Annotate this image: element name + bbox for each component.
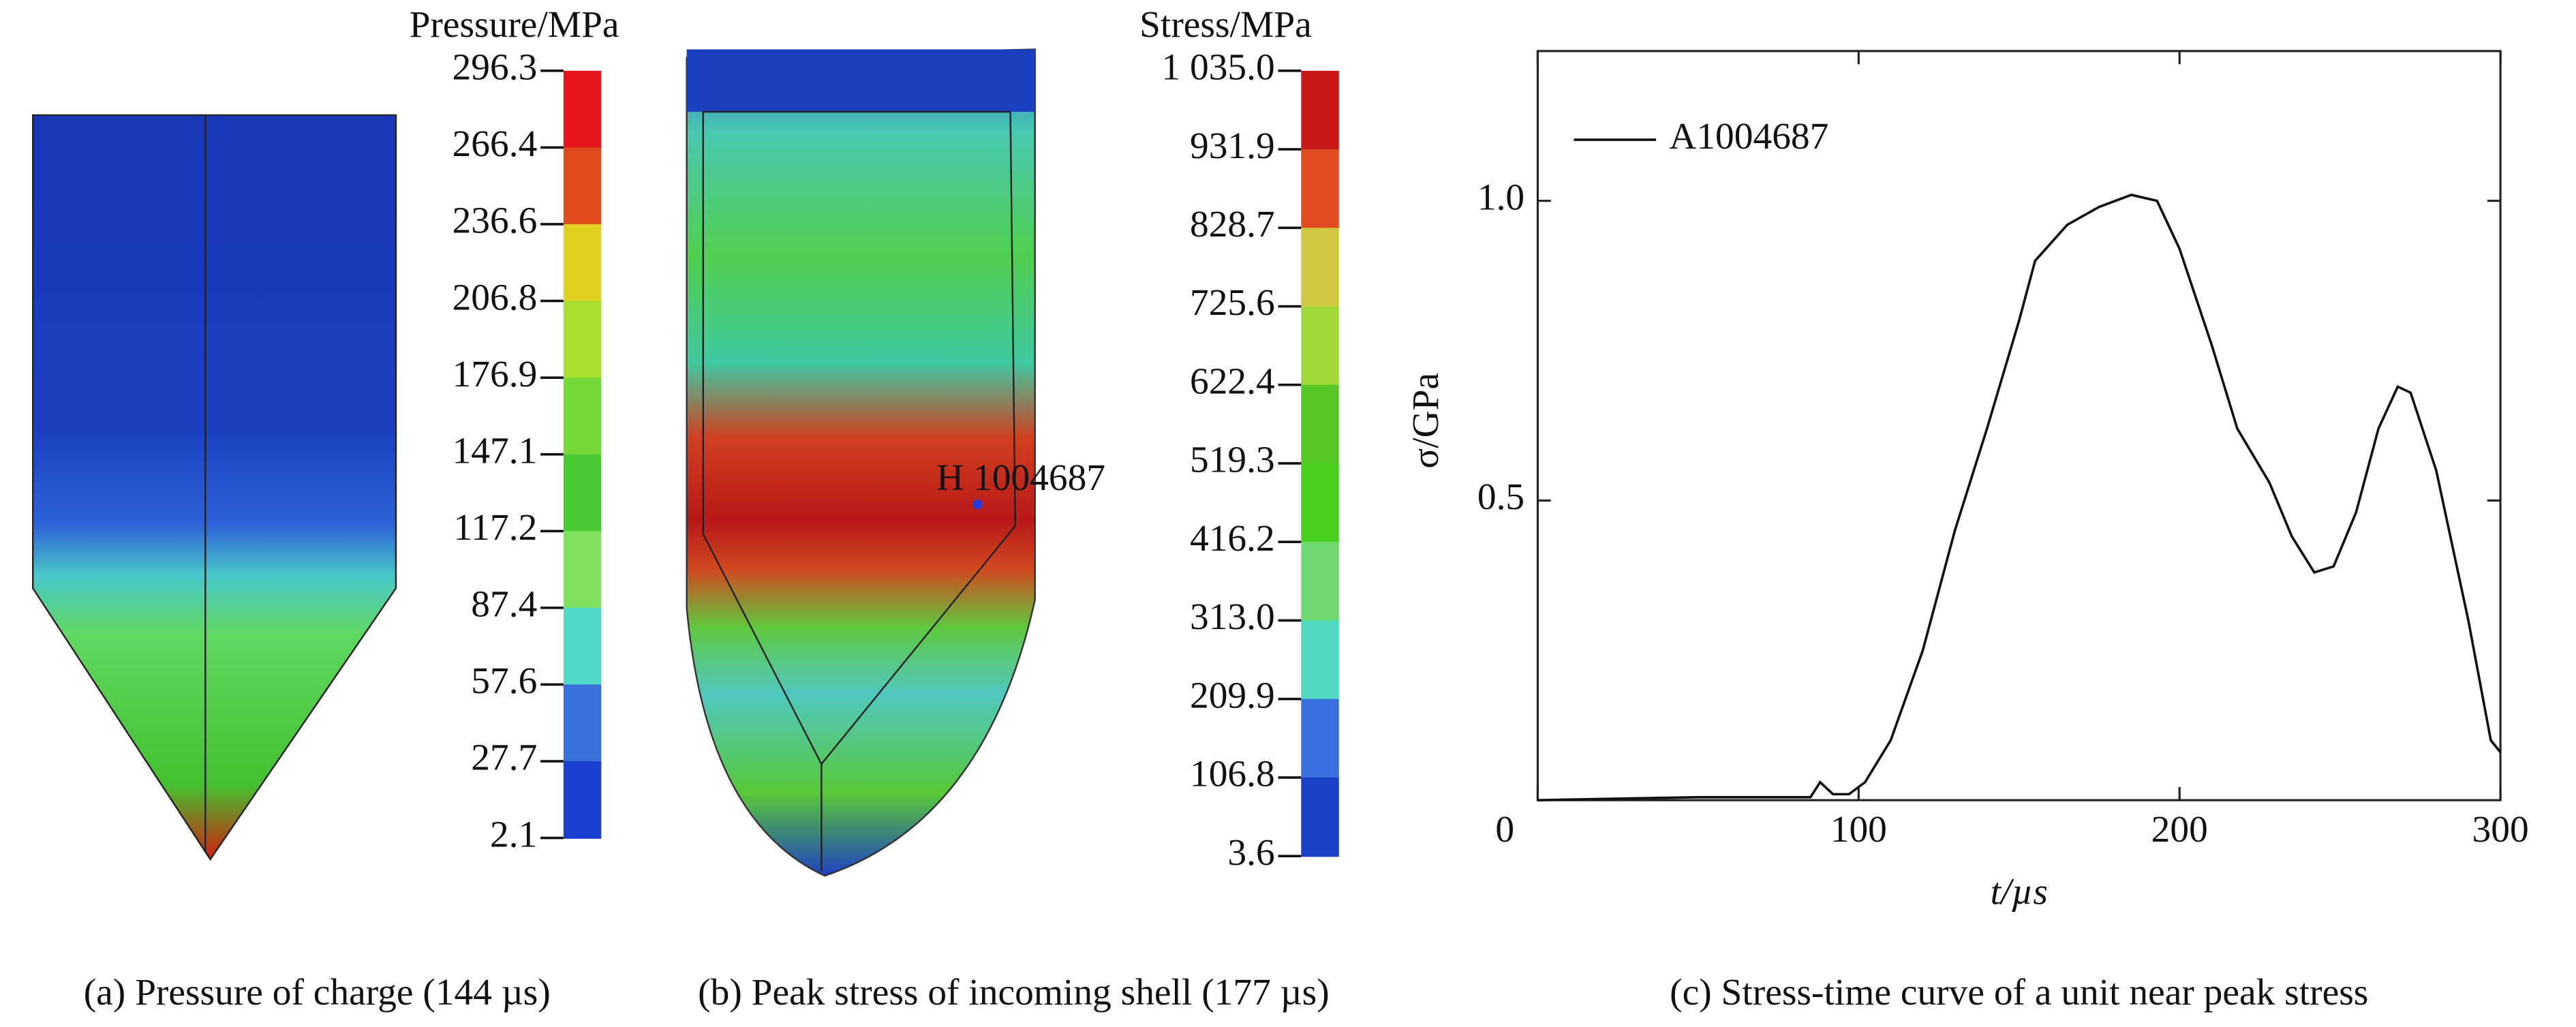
x-tick-label: 300 [2472,808,2529,850]
colorbar-label: 296.3 [453,46,538,88]
colorbar-label: 416.2 [1190,517,1275,559]
colorbar-segment [563,147,602,226]
x-tick-label: 100 [1830,808,1887,850]
colorbar-segment [563,224,602,302]
colorbar-label: 117.2 [454,506,538,548]
colorbar-segment [563,378,602,455]
colorbar-segment [563,607,602,686]
colorbar-segment [1301,699,1339,779]
colorbar-segment [563,761,602,839]
colorbar-segment [1301,228,1339,307]
caption: (a) Pressure of charge (144 µs) [84,971,551,1013]
colorbar-segment [1301,777,1339,857]
colorbar-segment [1301,463,1339,543]
colorbar-label: 828.7 [1190,203,1275,245]
colorbar-segment [1301,70,1339,151]
y-tick-label: 0.5 [1477,476,1524,517]
colorbar-label: 147.1 [453,429,538,471]
colorbar-label: 176.9 [453,353,538,395]
colorbar-label: 2.1 [490,813,537,855]
colorbar-label: 236.6 [453,200,538,241]
colorbar-segment [563,70,602,149]
colorbar-segment [563,301,602,379]
charge-model [32,114,397,861]
colorbar-segment [563,454,602,532]
colorbar-segment [1301,384,1339,465]
colorbar-segment [1301,149,1339,229]
colorbar-label: 622.4 [1190,360,1275,401]
y-axis-label: σ/GPa [1405,373,1446,469]
plot-frame [1536,50,2502,801]
colorbar-label: 313.0 [1190,596,1275,637]
colorbar-label: 209.9 [1190,674,1275,716]
x-tick-label: 0 [1495,808,1514,850]
colorbar-label: 87.4 [471,583,537,625]
colorbar-label: 3.6 [1227,831,1274,873]
colorbar-segment [1301,306,1339,386]
shell-model: H 1004687 [686,48,1105,877]
colorbar-label: 519.3 [1190,439,1275,480]
legend-label: A1004687 [1669,115,1828,157]
caption: (b) Peak stress of incoming shell (177 µ… [698,971,1329,1013]
x-axis-label: t/µs [1991,871,2048,913]
colorbar-label: 106.8 [1190,753,1275,795]
data-line [1537,194,2502,801]
colorbar-label: 266.4 [453,123,538,164]
colorbar-segment [1301,542,1339,622]
x-tick-label: 200 [2151,808,2208,850]
colorbar-title: Pressure/MPa [410,3,619,45]
colorbar-label: 725.6 [1190,281,1275,323]
colorbar-segment [563,684,602,763]
colorbar-segment [563,531,602,609]
caption: (c) Stress-time curve of a unit near pea… [1670,971,2368,1013]
colorbar-label: 1 035.0 [1161,46,1274,88]
colorbar-label: 931.9 [1190,125,1275,166]
colorbar-segment [1301,620,1339,700]
colorbar-label: 57.6 [471,660,537,701]
annotation: H 1004687 [936,457,1105,498]
colorbar-title: Stress/MPa [1139,3,1312,45]
y-tick-label: 1.0 [1477,176,1524,217]
colorbar-label: 206.8 [453,276,538,318]
colorbar-label: 27.7 [471,737,537,778]
